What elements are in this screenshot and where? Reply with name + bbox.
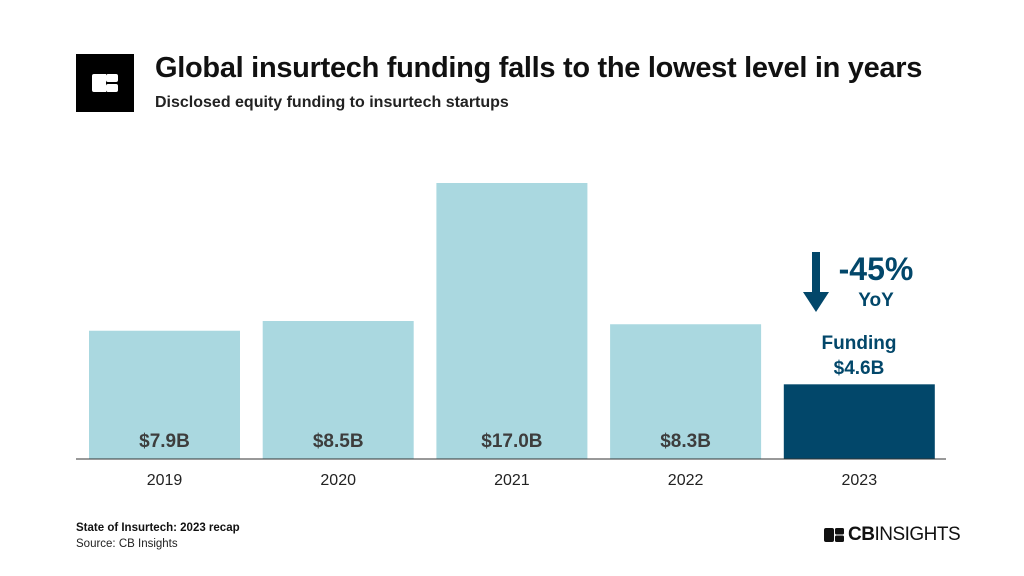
change-period: YoY bbox=[858, 290, 894, 311]
bar-2020 bbox=[262, 321, 414, 459]
change-percent: -45% bbox=[839, 251, 914, 287]
highlight-label: Funding bbox=[822, 333, 897, 354]
cb-mark-icon bbox=[824, 528, 844, 542]
bar-2019 bbox=[89, 330, 240, 459]
highlight-value: $4.6B bbox=[834, 358, 885, 379]
brand-logo: CBINSIGHTS bbox=[824, 524, 961, 546]
x-tick-label: 2021 bbox=[494, 472, 530, 489]
data-label: $7.9B bbox=[139, 431, 190, 452]
report-name: State of Insurtech: 2023 recap bbox=[76, 522, 240, 534]
change-annotation: -45% YoY Funding $4.6B bbox=[803, 251, 913, 379]
x-tick-label: 2023 bbox=[842, 472, 878, 489]
brand-light: INSIGHTS bbox=[874, 524, 961, 545]
source-note: Source: CB Insights bbox=[76, 538, 178, 550]
data-label: $17.0B bbox=[481, 431, 542, 452]
cb-logo-icon bbox=[92, 74, 118, 92]
bar-2021 bbox=[436, 183, 588, 459]
data-label: $8.5B bbox=[313, 431, 364, 452]
x-tick-label: 2022 bbox=[668, 472, 704, 489]
cb-logo bbox=[76, 54, 134, 112]
bar-2022 bbox=[610, 324, 762, 459]
arrow-down-icon bbox=[803, 252, 829, 312]
chart-title: Global insurtech funding falls to the lo… bbox=[155, 52, 923, 84]
x-tick-label: 2020 bbox=[320, 472, 356, 489]
brand-bold: CB bbox=[848, 524, 875, 545]
x-tick-label: 2019 bbox=[147, 472, 183, 489]
chart-subtitle: Disclosed equity funding to insurtech st… bbox=[155, 94, 509, 111]
data-label: $8.3B bbox=[660, 431, 711, 452]
bar-2023 bbox=[783, 384, 935, 459]
